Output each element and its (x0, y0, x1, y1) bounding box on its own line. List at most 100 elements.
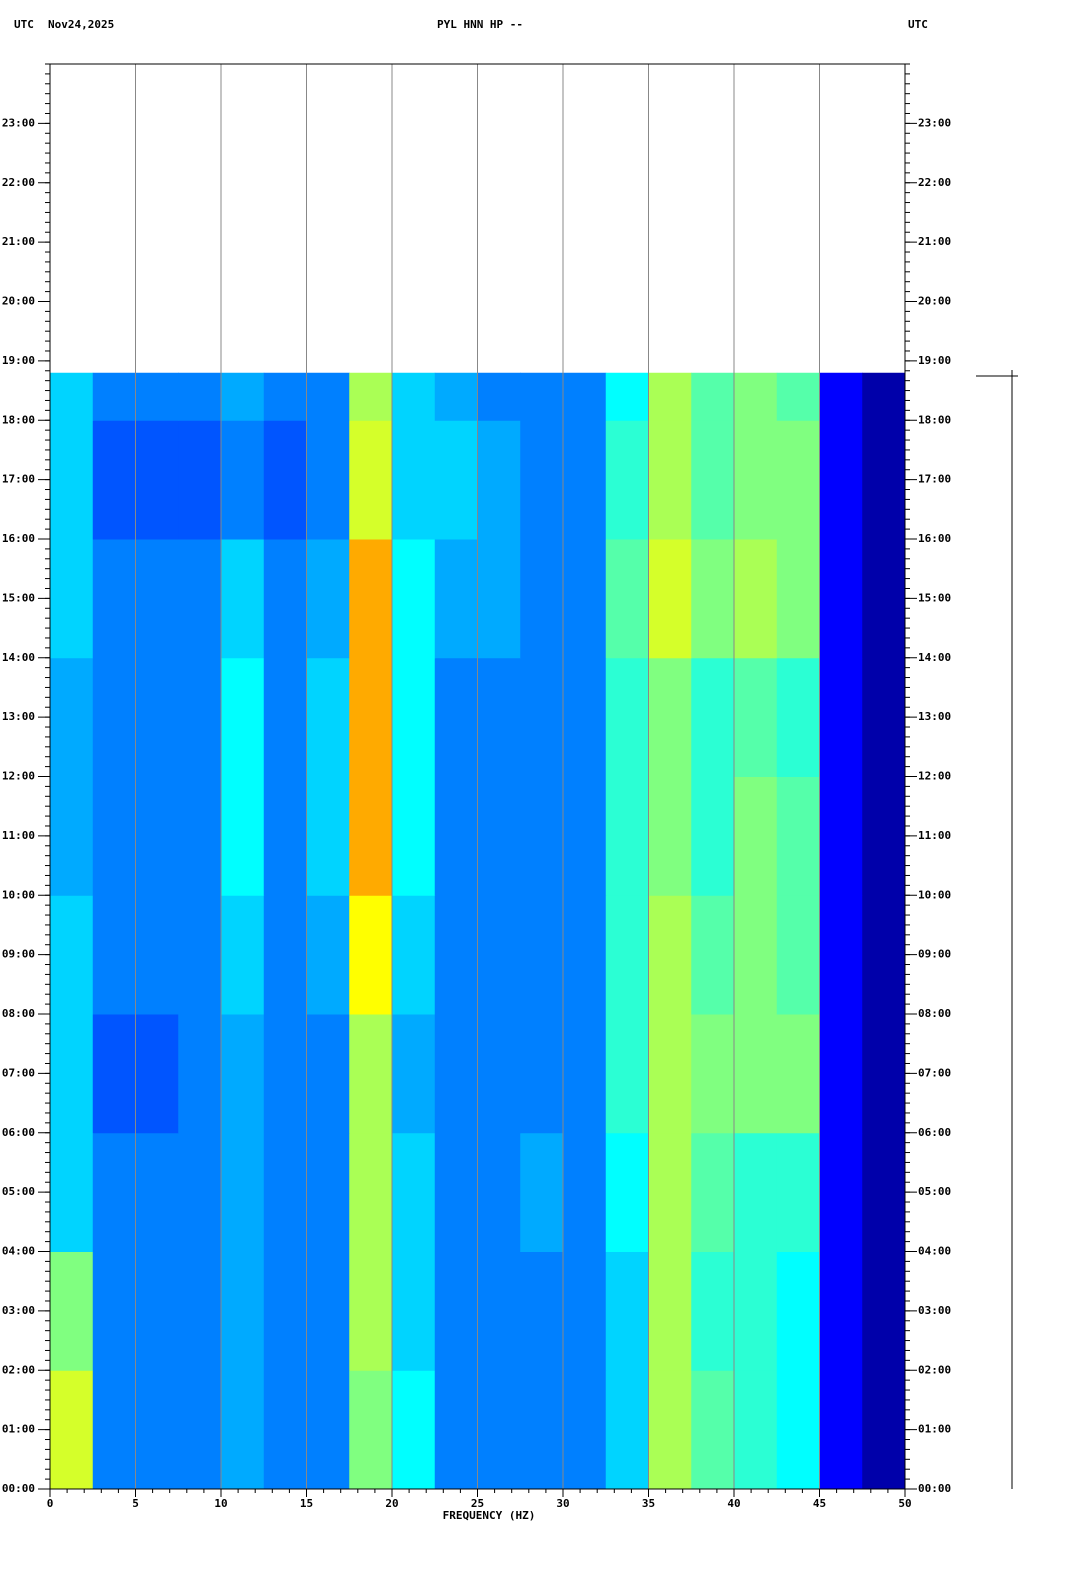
cell (434, 1251, 478, 1371)
y-tick-label: 11:00 (918, 829, 951, 842)
cell (563, 539, 607, 659)
y-tick-label: 16:00 (2, 532, 35, 545)
cell (349, 539, 393, 659)
cell (819, 1370, 863, 1490)
cell (178, 539, 222, 659)
cell (92, 1014, 136, 1134)
cell (734, 1370, 778, 1490)
y-tick-label: 17:00 (2, 473, 35, 486)
cell (349, 1014, 393, 1134)
cell (520, 657, 564, 777)
cell (50, 1014, 94, 1134)
cell (178, 1251, 222, 1371)
cell (477, 539, 521, 659)
cell (50, 895, 94, 1015)
cell (135, 895, 179, 1015)
cell (819, 657, 863, 777)
cell (477, 1370, 521, 1490)
plot-frame (49, 63, 906, 1490)
cell (392, 1370, 436, 1490)
y-tick-label: 08:00 (918, 1007, 951, 1020)
cell (776, 657, 820, 777)
cell (691, 1251, 735, 1371)
cell (306, 776, 350, 896)
cell (477, 776, 521, 896)
x-tick-label: 50 (898, 1497, 911, 1510)
x-tick-label: 35 (642, 1497, 655, 1510)
cell (392, 1251, 436, 1371)
cell (178, 1370, 222, 1490)
y-tick-label: 02:00 (918, 1363, 951, 1376)
cell (306, 420, 350, 540)
cell (434, 420, 478, 540)
cell (135, 776, 179, 896)
y-tick-label: 09:00 (918, 948, 951, 961)
x-tick-label: 20 (385, 1497, 398, 1510)
cell (477, 420, 521, 540)
cell (306, 1251, 350, 1371)
y-tick-label: 09:00 (2, 948, 35, 961)
cell (563, 420, 607, 540)
cell (178, 776, 222, 896)
cell (734, 420, 778, 540)
y-tick-label: 06:00 (2, 1126, 35, 1139)
cell (392, 372, 436, 421)
cell (648, 1370, 692, 1490)
cell (605, 1014, 649, 1134)
cell (648, 657, 692, 777)
cell (434, 776, 478, 896)
cell (734, 657, 778, 777)
y-tick-label: 14:00 (918, 651, 951, 664)
y-tick-label: 22:00 (2, 176, 35, 189)
cell (50, 420, 94, 540)
cell (349, 1370, 393, 1490)
cell (776, 1251, 820, 1371)
y-tick-label: 13:00 (2, 710, 35, 723)
cell (349, 895, 393, 1015)
cell (520, 1251, 564, 1371)
cell (691, 1370, 735, 1490)
y-tick-label: 16:00 (918, 532, 951, 545)
y-tick-label: 13:00 (918, 710, 951, 723)
cell (605, 372, 649, 421)
cell (691, 657, 735, 777)
cell (135, 657, 179, 777)
cell (862, 1370, 906, 1490)
cell (392, 657, 436, 777)
cell (477, 372, 521, 421)
cell (221, 1370, 265, 1490)
cell (92, 539, 136, 659)
cell (648, 895, 692, 1015)
cell (691, 372, 735, 421)
cell (520, 776, 564, 896)
cell (776, 895, 820, 1015)
cell (862, 1251, 906, 1371)
cell (648, 1132, 692, 1252)
cell (477, 1132, 521, 1252)
cell (776, 372, 820, 421)
cell (648, 1251, 692, 1371)
y-tick-label: 11:00 (2, 829, 35, 842)
x-tick-label: 15 (300, 1497, 313, 1510)
cell (92, 657, 136, 777)
cell (50, 776, 94, 896)
cell (520, 372, 564, 421)
cell (691, 1014, 735, 1134)
y-tick-label: 03:00 (2, 1304, 35, 1317)
y-tick-label: 02:00 (2, 1363, 35, 1376)
x-tick-label: 25 (471, 1497, 484, 1510)
cell (520, 1370, 564, 1490)
cell (349, 776, 393, 896)
y-tick-label: 12:00 (918, 770, 951, 783)
cell (648, 539, 692, 659)
cell (563, 1251, 607, 1371)
y-tick-label: 04:00 (2, 1245, 35, 1258)
cell (734, 776, 778, 896)
cell (477, 1251, 521, 1371)
cell (776, 420, 820, 540)
cell (306, 539, 350, 659)
cell (263, 1370, 307, 1490)
cell (349, 1251, 393, 1371)
cell (648, 776, 692, 896)
